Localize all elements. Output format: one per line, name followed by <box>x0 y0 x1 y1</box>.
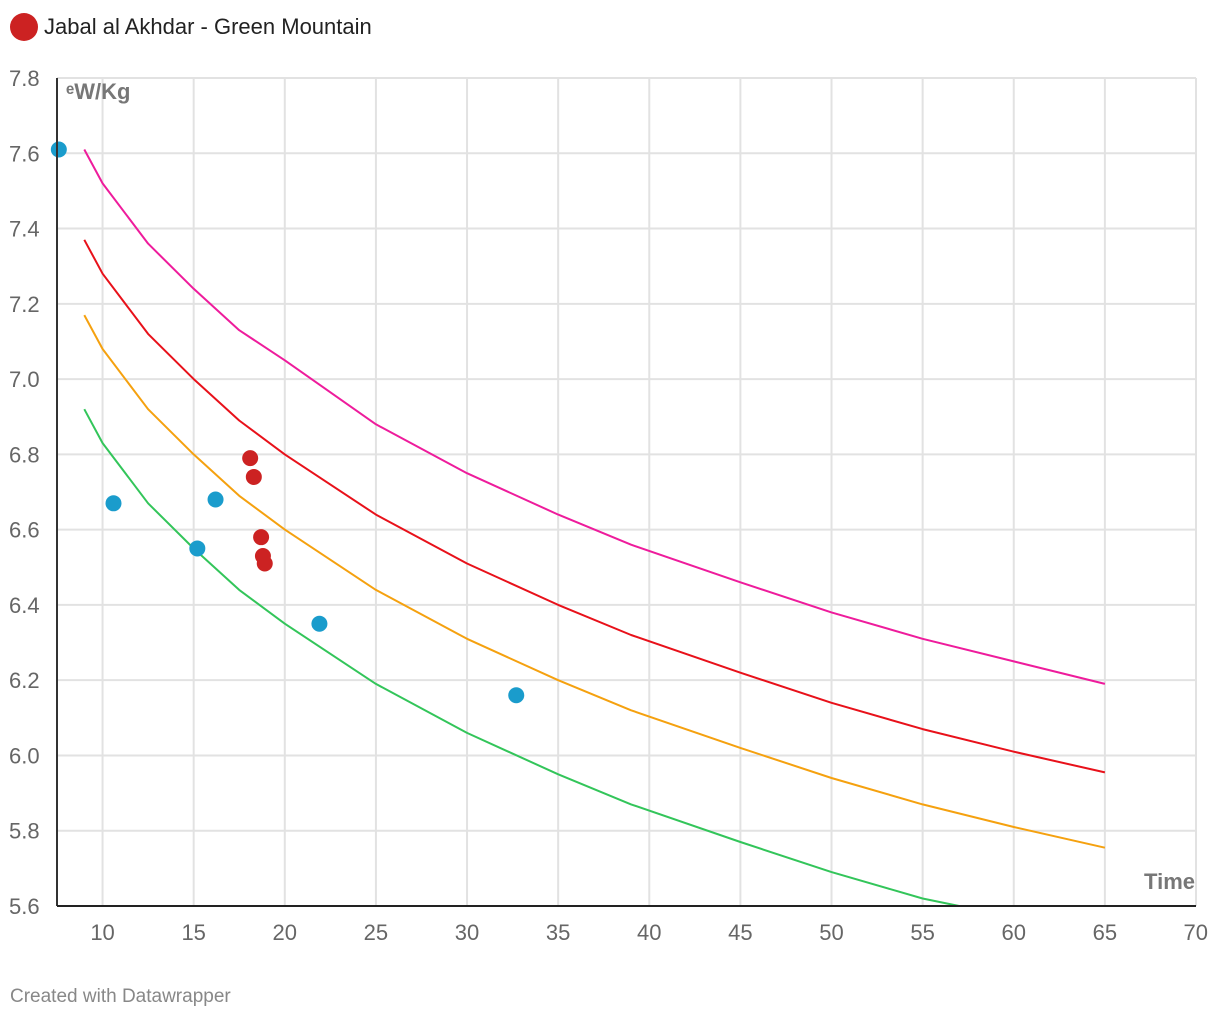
data-point[interactable] <box>256 555 273 572</box>
x-tick-label: 65 <box>1093 920 1117 945</box>
series-line <box>83 239 1106 774</box>
y-tick-label: 7.2 <box>9 292 40 317</box>
y-tick-label: 6.8 <box>9 442 40 467</box>
x-tick-label: 70 <box>1184 920 1208 945</box>
y-tick-label: 6.6 <box>9 518 40 543</box>
y-tick-label: 7.0 <box>9 367 40 392</box>
y-tick-label: 6.0 <box>9 743 40 768</box>
x-tick-label: 25 <box>364 920 388 945</box>
x-tick-label: 55 <box>910 920 934 945</box>
x-tick-label: 20 <box>273 920 297 945</box>
y-tick-label: 6.4 <box>9 593 40 618</box>
curves <box>83 149 1106 907</box>
y-tick-label: 7.6 <box>9 141 40 166</box>
data-point[interactable] <box>253 529 270 546</box>
data-points <box>50 141 525 704</box>
axes: 5.6 5.8 6.0 6.2 6.4 6.6 6.8 7.0 7.2 7.4 7.6 7.8 10 15… <box>9 66 1208 945</box>
data-point[interactable] <box>105 495 122 512</box>
data-point[interactable] <box>245 468 262 485</box>
series-line <box>83 408 960 907</box>
data-point[interactable] <box>242 450 259 467</box>
grid <box>57 77 1197 906</box>
footer-credit: Created with Datawrapper <box>10 986 231 1007</box>
x-tick-label: 30 <box>455 920 479 945</box>
y-axis-title: ᵉW/Kg <box>66 79 130 104</box>
data-point[interactable] <box>50 141 67 158</box>
y-tick-label: 5.6 <box>9 894 40 919</box>
data-point[interactable] <box>508 687 525 704</box>
series-line <box>83 314 1106 849</box>
y-tick-label: 5.8 <box>9 819 40 844</box>
series-line <box>83 149 1106 685</box>
x-tick-label: 60 <box>1002 920 1026 945</box>
y-tick-label: 6.2 <box>9 668 40 693</box>
data-point[interactable] <box>207 491 224 508</box>
legend: Jabal al Akhdar - Green Mountain <box>10 12 372 42</box>
x-tick-label: 10 <box>90 920 114 945</box>
x-tick-label: 40 <box>637 920 661 945</box>
x-axis-title: Time <box>1144 869 1195 894</box>
data-point[interactable] <box>189 540 206 557</box>
x-tick-label: 35 <box>546 920 570 945</box>
x-tick-label: 15 <box>181 920 205 945</box>
x-tick-label: 45 <box>728 920 752 945</box>
legend-marker <box>10 13 38 41</box>
data-point[interactable] <box>311 615 328 632</box>
legend-label: Jabal al Akhdar - Green Mountain <box>44 14 372 39</box>
y-tick-label: 7.8 <box>9 66 40 91</box>
x-tick-label: 50 <box>819 920 843 945</box>
y-tick-label: 7.4 <box>9 217 40 242</box>
